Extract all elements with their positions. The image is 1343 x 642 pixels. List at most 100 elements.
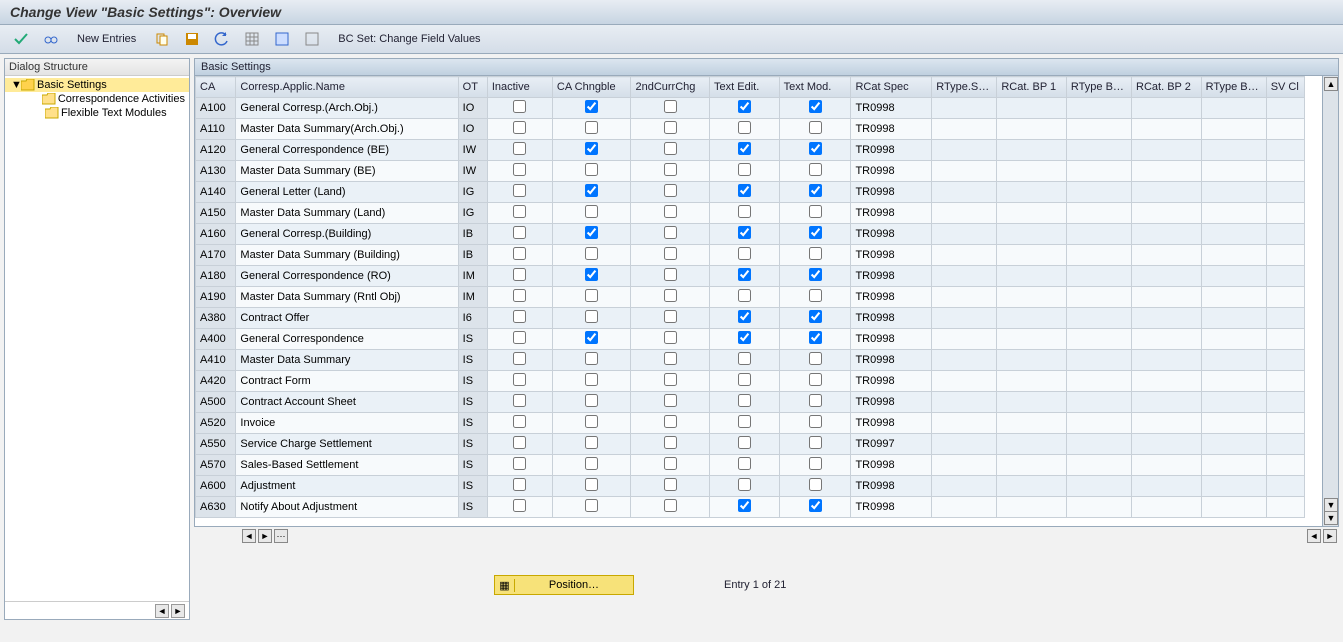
cell-cac[interactable] [552,203,631,224]
cell-inact[interactable] [487,329,552,350]
cell-curr[interactable] [631,98,710,119]
checkbox-curr[interactable] [664,289,677,302]
cell-inact[interactable] [487,98,552,119]
cell-te[interactable] [710,98,780,119]
checkbox-te[interactable] [738,394,751,407]
checkbox-inact[interactable] [513,289,526,302]
cell-curr[interactable] [631,266,710,287]
cell-curr[interactable] [631,350,710,371]
cell-curr[interactable] [631,182,710,203]
table-row[interactable]: A400General CorrespondenceISTR0998 [196,329,1305,350]
column-header[interactable]: CA Chngble [552,77,631,98]
column-header[interactable]: Corresp.Applic.Name [236,77,458,98]
checkbox-te[interactable] [738,268,751,281]
column-header[interactable]: RType.S… [932,77,997,98]
checkbox-te[interactable] [738,205,751,218]
checkbox-cac[interactable] [585,205,598,218]
checkbox-te[interactable] [738,352,751,365]
cell-inact[interactable] [487,308,552,329]
checkbox-tm[interactable] [809,121,822,134]
checkbox-cac[interactable] [585,121,598,134]
column-header[interactable]: RType B… [1066,77,1131,98]
checkbox-te[interactable] [738,142,751,155]
checkbox-cac[interactable] [585,478,598,491]
cell-tm[interactable] [779,98,851,119]
checkbox-cac[interactable] [585,373,598,386]
checkbox-cac[interactable] [585,142,598,155]
checkbox-tm[interactable] [809,268,822,281]
scroll-down-icon[interactable]: ▼ [1324,511,1338,525]
checkbox-curr[interactable] [664,268,677,281]
cell-tm[interactable] [779,392,851,413]
cell-tm[interactable] [779,497,851,518]
cell-te[interactable] [710,182,780,203]
cell-inact[interactable] [487,476,552,497]
checkbox-inact[interactable] [513,205,526,218]
column-header[interactable]: Text Edit. [710,77,780,98]
checkbox-te[interactable] [738,415,751,428]
tree-item[interactable]: Flexible Text Modules [5,106,189,120]
cell-tm[interactable] [779,119,851,140]
checkbox-curr[interactable] [664,247,677,260]
cell-inact[interactable] [487,434,552,455]
cell-tm[interactable] [779,455,851,476]
cell-te[interactable] [710,203,780,224]
cell-cac[interactable] [552,119,631,140]
tree-item[interactable]: Correspondence Activities [5,92,189,106]
checkbox-inact[interactable] [513,121,526,134]
cell-inact[interactable] [487,392,552,413]
checkbox-inact[interactable] [513,310,526,323]
checkbox-tm[interactable] [809,247,822,260]
checkbox-curr[interactable] [664,457,677,470]
column-header[interactable]: RType B… [1201,77,1266,98]
checkbox-inact[interactable] [513,457,526,470]
cell-te[interactable] [710,350,780,371]
cell-cac[interactable] [552,434,631,455]
cell-te[interactable] [710,266,780,287]
hscroll-right2[interactable]: ► [1323,529,1337,543]
cell-cac[interactable] [552,224,631,245]
cell-curr[interactable] [631,497,710,518]
cell-inact[interactable] [487,371,552,392]
cell-inact[interactable] [487,350,552,371]
cell-curr[interactable] [631,287,710,308]
cell-curr[interactable] [631,413,710,434]
column-header[interactable]: Inactive [487,77,552,98]
cell-te[interactable] [710,476,780,497]
checkbox-te[interactable] [738,373,751,386]
deselect-all-button[interactable] [299,28,325,50]
checkbox-curr[interactable] [664,163,677,176]
checkbox-tm[interactable] [809,310,822,323]
vertical-scrollbar[interactable]: ▲ ▲ ▼ ▼ [1322,76,1338,526]
checkbox-tm[interactable] [809,289,822,302]
checkbox-tm[interactable] [809,226,822,239]
checkbox-te[interactable] [738,247,751,260]
checkbox-inact[interactable] [513,331,526,344]
checkbox-cac[interactable] [585,289,598,302]
cell-inact[interactable] [487,413,552,434]
cell-cac[interactable] [552,497,631,518]
checkbox-te[interactable] [738,478,751,491]
cell-curr[interactable] [631,455,710,476]
table-row[interactable]: A130Master Data Summary (BE)IWTR0998 [196,161,1305,182]
checkbox-curr[interactable] [664,205,677,218]
checkbox-inact[interactable] [513,226,526,239]
table-row[interactable]: A100General Corresp.(Arch.Obj.)IOTR0998 [196,98,1305,119]
checkbox-curr[interactable] [664,184,677,197]
cell-te[interactable] [710,497,780,518]
cell-curr[interactable] [631,119,710,140]
checkbox-tm[interactable] [809,352,822,365]
scroll-down2-icon[interactable]: ▼ [1324,498,1338,512]
checkbox-cac[interactable] [585,415,598,428]
cell-te[interactable] [710,287,780,308]
checkbox-tm[interactable] [809,331,822,344]
cell-inact[interactable] [487,203,552,224]
cell-tm[interactable] [779,413,851,434]
cell-inact[interactable] [487,245,552,266]
cell-tm[interactable] [779,350,851,371]
checkbox-te[interactable] [738,457,751,470]
checkbox-te[interactable] [738,289,751,302]
table-row[interactable]: A380Contract OfferI6TR0998 [196,308,1305,329]
cell-tm[interactable] [779,182,851,203]
cell-te[interactable] [710,329,780,350]
